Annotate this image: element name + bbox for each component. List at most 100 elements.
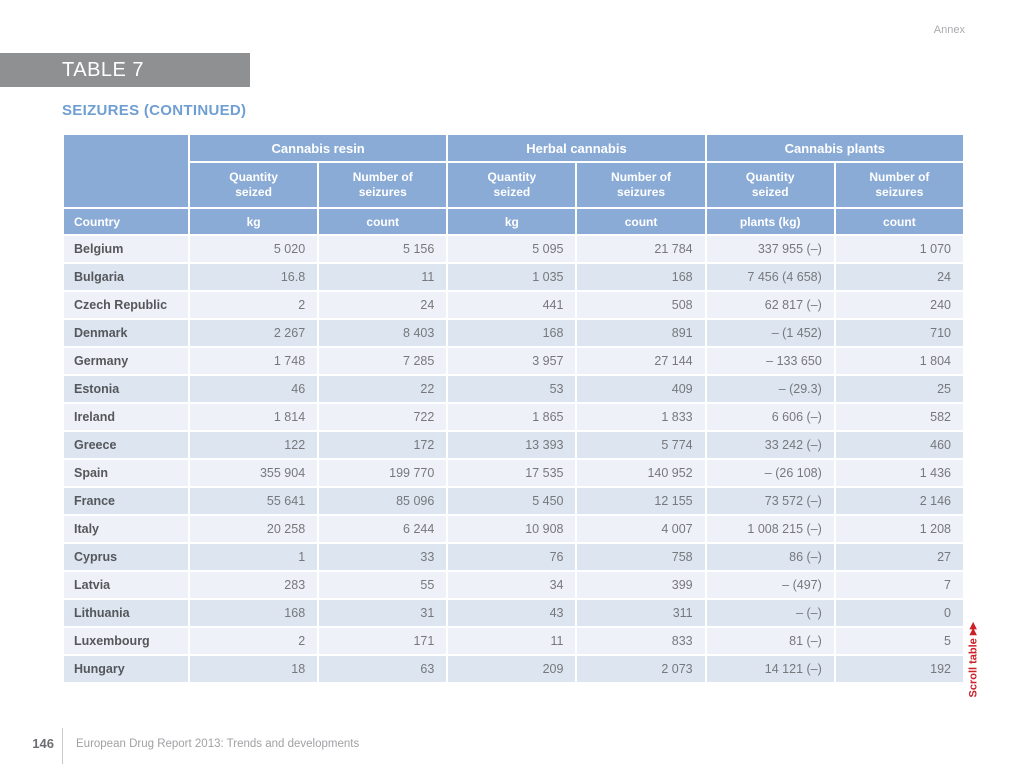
unit-header-plants-kg: plants (kg): [706, 209, 834, 234]
value-cell: 20 258: [190, 516, 318, 542]
country-cell: Greece: [64, 432, 188, 458]
country-cell: Lithuania: [64, 600, 188, 626]
value-cell: – (497): [706, 572, 834, 598]
table-row: Cyprus 1 33 76 758 86 (–) 27: [64, 544, 963, 570]
group-header-cannabis-plants: Cannabis plants: [706, 135, 963, 161]
value-cell: 6 244: [319, 516, 447, 542]
value-cell: 1 436: [835, 460, 963, 486]
value-cell: 1 865: [448, 404, 576, 430]
value-cell: 21 784: [577, 236, 705, 262]
value-cell: 355 904: [190, 460, 318, 486]
scroll-table-control[interactable]: Scroll table ▶▶: [967, 588, 983, 698]
value-cell: 2: [190, 292, 318, 318]
sub-header-quantity-seized: Quantity seized: [448, 163, 576, 207]
value-cell: 46: [190, 376, 318, 402]
value-cell: 2: [190, 628, 318, 654]
value-cell: 2 146: [835, 488, 963, 514]
unit-header-kg: kg: [448, 209, 576, 234]
country-cell: Latvia: [64, 572, 188, 598]
value-cell: 1 833: [577, 404, 705, 430]
value-cell: 441: [448, 292, 576, 318]
value-cell: 199 770: [319, 460, 447, 486]
value-cell: 3 957: [448, 348, 576, 374]
table-row: Luxembourg 2 171 11 833 81 (–) 5: [64, 628, 963, 654]
value-cell: 168: [448, 320, 576, 346]
value-cell: 24: [319, 292, 447, 318]
value-cell: 1 804: [835, 348, 963, 374]
table-tag-bar: TABLE 7: [0, 53, 250, 87]
sub-header-quantity-seized: Quantity seized: [190, 163, 318, 207]
value-cell: 7: [835, 572, 963, 598]
annex-running-head: Annex: [933, 24, 965, 36]
country-cell: Luxembourg: [64, 628, 188, 654]
value-cell: 6 606 (–): [706, 404, 834, 430]
country-cell: Czech Republic: [64, 292, 188, 318]
value-cell: – 133 650: [706, 348, 834, 374]
sub-header-number-of-seizures: Number of seizures: [319, 163, 447, 207]
value-cell: 1 070: [835, 236, 963, 262]
value-cell: 55: [319, 572, 447, 598]
section-title: SEIZURES (CONTINUED): [62, 102, 247, 119]
value-cell: 168: [190, 600, 318, 626]
sub-header-number-of-seizures: Number of seizures: [835, 163, 963, 207]
value-cell: 5 020: [190, 236, 318, 262]
unit-header-kg: kg: [190, 209, 318, 234]
unit-header-count: count: [319, 209, 447, 234]
value-cell: 0: [835, 600, 963, 626]
value-cell: 2 073: [577, 656, 705, 682]
table-row: Spain 355 904 199 770 17 535 140 952– (26 10…: [64, 460, 963, 486]
value-cell: 891: [577, 320, 705, 346]
country-cell: Belgium: [64, 236, 188, 262]
value-cell: 25: [835, 376, 963, 402]
sub-header-quantity-seized: Quantity seized: [706, 163, 834, 207]
table-row: Germany 1 748 7 285 3 957 27 144– 133 650 1 8…: [64, 348, 963, 374]
value-cell: 1 814: [190, 404, 318, 430]
value-cell: 63: [319, 656, 447, 682]
value-cell: 5 156: [319, 236, 447, 262]
country-cell: Germany: [64, 348, 188, 374]
seizures-table-container: Cannabis resin Herbal cannabis Cannabis …: [62, 133, 965, 684]
units-header-row: Country kg count kg count plants (kg) co…: [64, 209, 963, 234]
value-cell: 8 403: [319, 320, 447, 346]
value-cell: 1: [190, 544, 318, 570]
value-cell: 192: [835, 656, 963, 682]
report-title: European Drug Report 2013: Trends and de…: [76, 738, 360, 750]
footer-divider: [62, 728, 63, 764]
value-cell: 11: [448, 628, 576, 654]
value-cell: 460: [835, 432, 963, 458]
country-cell: Ireland: [64, 404, 188, 430]
unit-header-count: count: [577, 209, 705, 234]
value-cell: 55 641: [190, 488, 318, 514]
table-row: Denmark 2 267 8 403 168 891– (1 452) 710: [64, 320, 963, 346]
value-cell: 337 955 (–): [706, 236, 834, 262]
value-cell: 27 144: [577, 348, 705, 374]
table-row: Lithuania 168 31 43 311– (–) 0: [64, 600, 963, 626]
value-cell: 171: [319, 628, 447, 654]
group-header-row: Cannabis resin Herbal cannabis Cannabis …: [64, 135, 963, 207]
scroll-table-label: Scroll table: [967, 638, 980, 698]
table-row: Belgium 5 020 5 156 5 095 21 784 337 955 (–) 1…: [64, 236, 963, 262]
value-cell: – (26 108): [706, 460, 834, 486]
country-cell: Hungary: [64, 656, 188, 682]
country-cell: Bulgaria: [64, 264, 188, 290]
value-cell: 582: [835, 404, 963, 430]
value-cell: 12 155: [577, 488, 705, 514]
value-cell: 34: [448, 572, 576, 598]
table-row: Czech Republic 2 24 441 508 62 817 (–) 240: [64, 292, 963, 318]
table-row: France 55 641 85 096 5 450 12 155 73 572 (–) 2…: [64, 488, 963, 514]
value-cell: 31: [319, 600, 447, 626]
value-cell: 18: [190, 656, 318, 682]
table-row: Estonia 46 22 53 409– (29.3) 25: [64, 376, 963, 402]
value-cell: 76: [448, 544, 576, 570]
value-cell: 22: [319, 376, 447, 402]
value-cell: 73 572 (–): [706, 488, 834, 514]
value-cell: 4 007: [577, 516, 705, 542]
table-row: Ireland 1 814 722 1 865 1 833 6 606 (–) 582: [64, 404, 963, 430]
value-cell: 140 952: [577, 460, 705, 486]
value-cell: 1 035: [448, 264, 576, 290]
value-cell: 5: [835, 628, 963, 654]
value-cell: 27: [835, 544, 963, 570]
value-cell: 833: [577, 628, 705, 654]
value-cell: 33: [319, 544, 447, 570]
